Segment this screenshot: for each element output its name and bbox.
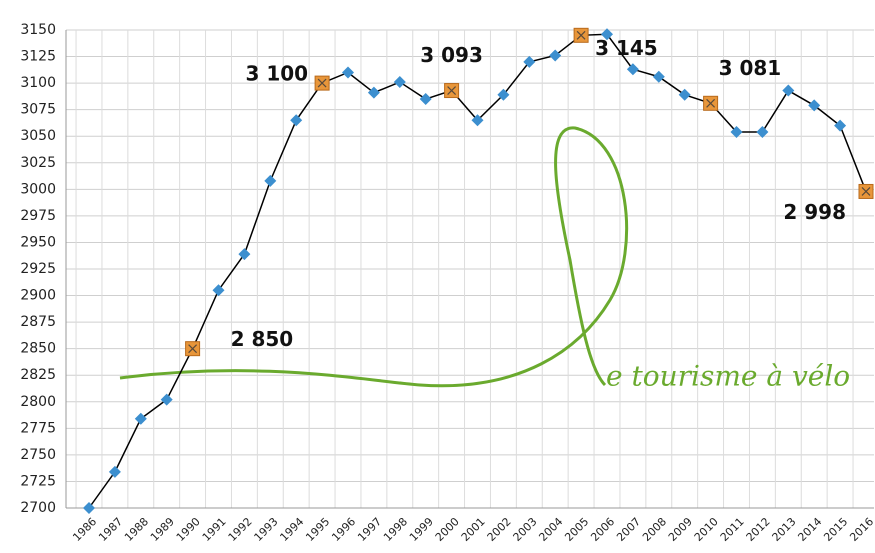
- marker: [808, 99, 821, 112]
- marker: [471, 114, 484, 127]
- y-tick-label: 3025: [20, 155, 56, 171]
- marker: [626, 63, 639, 76]
- value-label: 3 081: [719, 56, 782, 80]
- value-label: 2 998: [783, 200, 846, 224]
- marker: [108, 465, 121, 478]
- marker: [419, 93, 432, 106]
- highlight-cross: [317, 78, 327, 88]
- highlight-cross: [188, 344, 198, 354]
- y-tick-label: 3075: [20, 102, 56, 118]
- marker: [238, 248, 251, 261]
- y-tick-label: 3100: [20, 75, 56, 91]
- marker: [290, 114, 303, 127]
- y-tick-label: 2750: [20, 447, 56, 463]
- marker: [523, 55, 536, 68]
- marker: [756, 125, 769, 138]
- marker: [83, 502, 95, 514]
- highlight-cross: [447, 86, 457, 95]
- grid: [65, 29, 874, 509]
- marker: [730, 125, 743, 138]
- marker: [212, 284, 225, 297]
- marker: [782, 84, 795, 97]
- value-label: 3 100: [245, 62, 308, 86]
- marker: [342, 66, 354, 79]
- marker: [134, 412, 147, 425]
- y-tick-label: 3125: [20, 49, 56, 65]
- marker: [549, 49, 562, 62]
- marker: [652, 70, 665, 83]
- y-tick-label: 2725: [20, 473, 56, 489]
- highlight-cross: [576, 30, 586, 40]
- y-tick-label: 2925: [20, 261, 56, 277]
- highlight-cross: [706, 98, 716, 108]
- y-tick-label: 2800: [20, 394, 56, 410]
- marker: [160, 393, 173, 406]
- y-tick-label: 2975: [20, 208, 56, 224]
- highlight-cross: [861, 187, 871, 196]
- marker: [834, 119, 847, 132]
- value-label: 3 145: [595, 36, 658, 60]
- plot: 2 850 3 100 3 093 3 145 3 081 2 998: [83, 27, 874, 514]
- y-tick-label: 2900: [20, 288, 56, 304]
- marker: [601, 28, 613, 41]
- value-label: 3 093: [420, 43, 483, 67]
- y-tick-label: 2775: [20, 420, 56, 436]
- value-label: 2 850: [231, 327, 294, 351]
- logo-swoosh: [119, 126, 629, 388]
- logo-text: e tourisme à vélo: [606, 360, 850, 393]
- y-tick-label: 2850: [20, 341, 56, 357]
- marker: [393, 76, 406, 89]
- y-tick-label: 3050: [20, 128, 56, 144]
- y-tick-label: 3000: [20, 181, 56, 197]
- marker: [497, 88, 510, 101]
- marker: [367, 86, 380, 99]
- marker: [264, 174, 277, 187]
- y-tick-label: 2825: [20, 367, 56, 383]
- y-tick-label: 3150: [20, 22, 56, 38]
- marker: [678, 88, 691, 101]
- y-tick-label: 2875: [20, 314, 56, 330]
- y-tick-label: 2950: [20, 234, 56, 250]
- y-tick-label: 2700: [20, 500, 56, 516]
